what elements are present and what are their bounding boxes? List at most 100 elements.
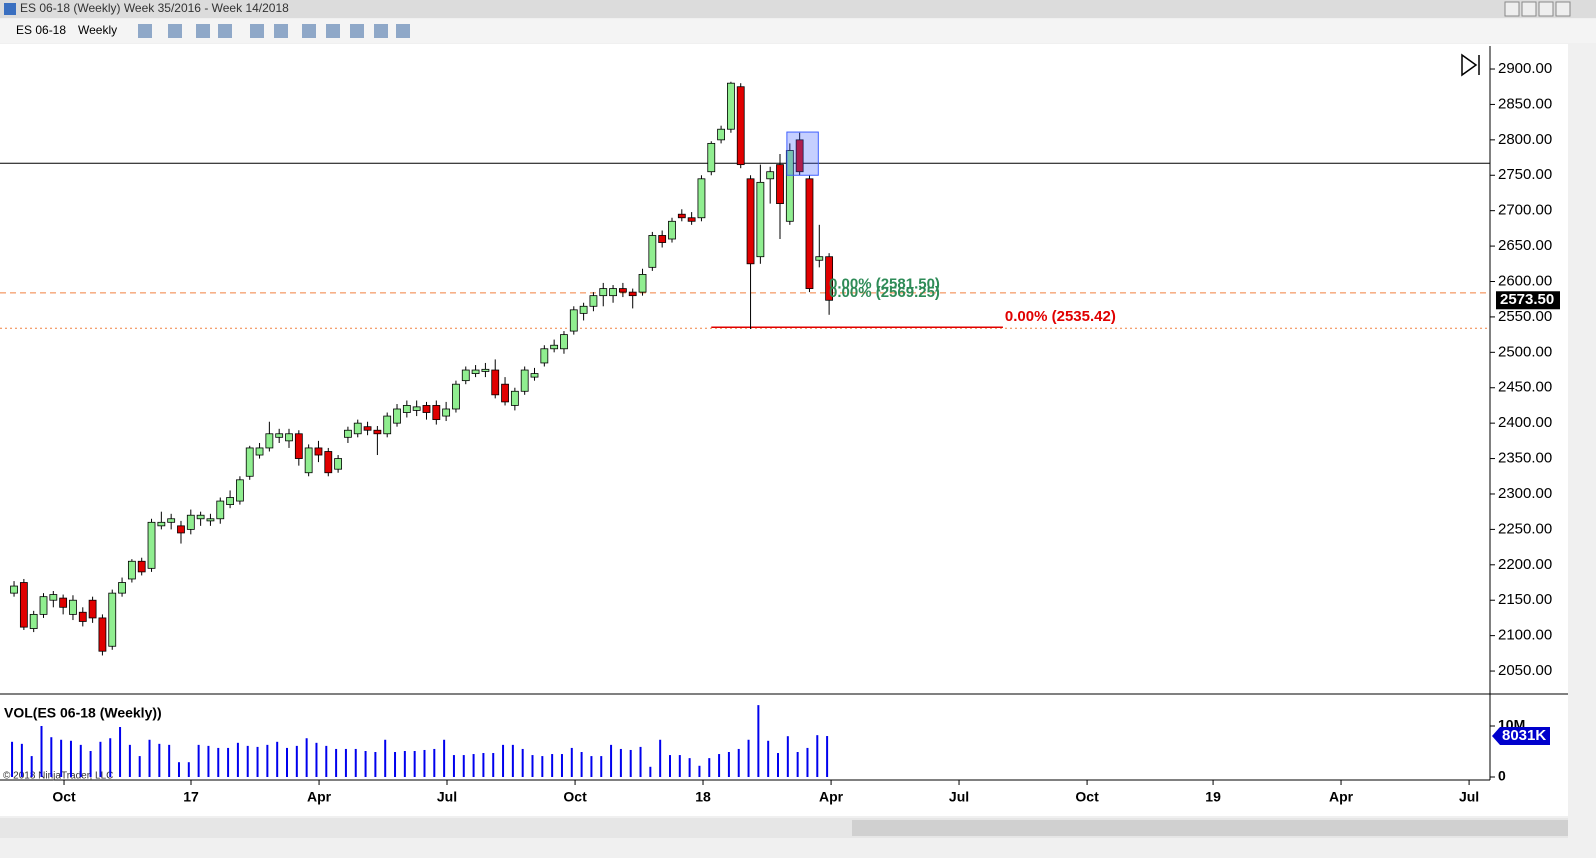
candle-body <box>226 497 234 506</box>
candle-body <box>255 447 264 456</box>
candle-body <box>118 582 126 594</box>
fib-label: 0.00% (2581.50) <box>829 276 940 293</box>
candle-body <box>363 426 372 431</box>
candle-body <box>432 405 441 421</box>
instrument-select[interactable]: ES 06-18 <box>16 23 66 37</box>
candle-body <box>39 596 48 615</box>
candle-body <box>746 178 755 265</box>
copyright: © 2018 NinjaTrader, LLC <box>3 771 113 782</box>
interval-select[interactable]: Weekly <box>78 23 117 37</box>
candle-body <box>29 613 38 629</box>
candle-body <box>677 213 686 219</box>
candle-body <box>98 617 107 652</box>
candle-body <box>589 295 598 307</box>
candle-body <box>491 369 500 396</box>
candle-body <box>373 429 382 435</box>
candle-body <box>707 142 716 173</box>
volume-y-tick-label: 0 <box>1498 768 1506 784</box>
last-price-label: 2573.50 <box>1500 291 1554 308</box>
candle-body <box>127 560 136 580</box>
volume-title: VOL(ES 06-18 (Weekly)) <box>4 705 162 721</box>
candle-body <box>177 525 185 534</box>
candle-body <box>167 518 176 523</box>
candle-body <box>402 405 411 413</box>
candle-body <box>353 422 362 435</box>
y-tick-label: 2350.00 <box>1498 450 1552 467</box>
candle-body <box>344 429 352 438</box>
candle-body <box>147 521 156 569</box>
candle-body <box>49 594 58 601</box>
candle-body <box>668 220 676 240</box>
candle-body <box>609 288 617 297</box>
fib-label: 0.00% (2569.25) <box>829 284 940 301</box>
y-tick-label: 2850.00 <box>1498 95 1552 112</box>
y-tick-label: 2450.00 <box>1498 379 1552 396</box>
candle-body <box>785 150 794 222</box>
candle-body <box>196 514 205 520</box>
title-bar <box>0 0 1596 18</box>
scroll-end-button[interactable] <box>1461 53 1480 77</box>
candle-body <box>108 592 117 647</box>
x-tick-label: Jul <box>437 789 457 805</box>
candle-body <box>756 181 765 258</box>
y-tick-label: 2700.00 <box>1498 202 1552 219</box>
x-tick-label: Jul <box>949 789 969 805</box>
x-tick-label: Apr <box>307 789 332 805</box>
candle-body <box>599 288 608 297</box>
y-tick-label: 2050.00 <box>1498 662 1552 679</box>
candle-body <box>579 305 588 314</box>
candle-body <box>412 406 421 411</box>
y-tick-label: 2750.00 <box>1498 166 1552 183</box>
y-tick-label: 2900.00 <box>1498 60 1552 77</box>
candle-body <box>186 514 195 530</box>
candle-body <box>481 368 490 372</box>
y-tick-label: 2600.00 <box>1498 272 1552 289</box>
candle-body <box>727 82 735 130</box>
candle-body <box>766 171 775 180</box>
candle-body <box>216 500 225 520</box>
candle-body <box>540 348 549 364</box>
candle-body <box>294 433 303 459</box>
x-tick-label: Oct <box>563 789 587 805</box>
candle-body <box>697 178 706 219</box>
x-tick-label: Oct <box>52 789 76 805</box>
candle-body <box>383 415 392 435</box>
candle-body <box>393 408 401 424</box>
candle-body <box>736 86 745 166</box>
y-tick-label: 2650.00 <box>1498 237 1552 254</box>
toolbar-icons[interactable] <box>138 24 410 38</box>
candle-body <box>422 405 431 413</box>
toolbar <box>0 19 1596 43</box>
candle-body <box>285 433 293 442</box>
candle-body <box>324 451 333 474</box>
x-tick-label: 19 <box>1205 789 1221 805</box>
candle-body <box>658 235 667 243</box>
candle-body <box>442 408 451 417</box>
candle-body <box>628 291 637 297</box>
candle-body <box>236 479 244 502</box>
x-tick-label: Jul <box>1459 789 1479 805</box>
y-tick-label: 2400.00 <box>1498 414 1552 431</box>
y-tick-label: 2150.00 <box>1498 591 1552 608</box>
candle-body <box>530 373 539 378</box>
candle-body <box>520 369 529 392</box>
candle-body <box>648 235 657 268</box>
x-tick-label: 18 <box>695 789 711 805</box>
y-tick-label: 2300.00 <box>1498 485 1552 502</box>
chart-area <box>0 44 1568 816</box>
candle-body <box>795 139 804 173</box>
candle-body <box>550 344 559 350</box>
candle-body <box>452 383 460 410</box>
scroll-thumb[interactable] <box>852 820 1568 836</box>
candle-body <box>687 217 696 222</box>
y-tick-label: 2800.00 <box>1498 131 1552 148</box>
candle-body <box>569 309 578 332</box>
candle-body <box>59 597 68 608</box>
candle-body <box>314 447 323 456</box>
window-buttons[interactable] <box>1504 1 1571 17</box>
x-tick-label: Apr <box>819 789 844 805</box>
candle-body <box>265 433 274 449</box>
candle-body <box>717 128 725 141</box>
